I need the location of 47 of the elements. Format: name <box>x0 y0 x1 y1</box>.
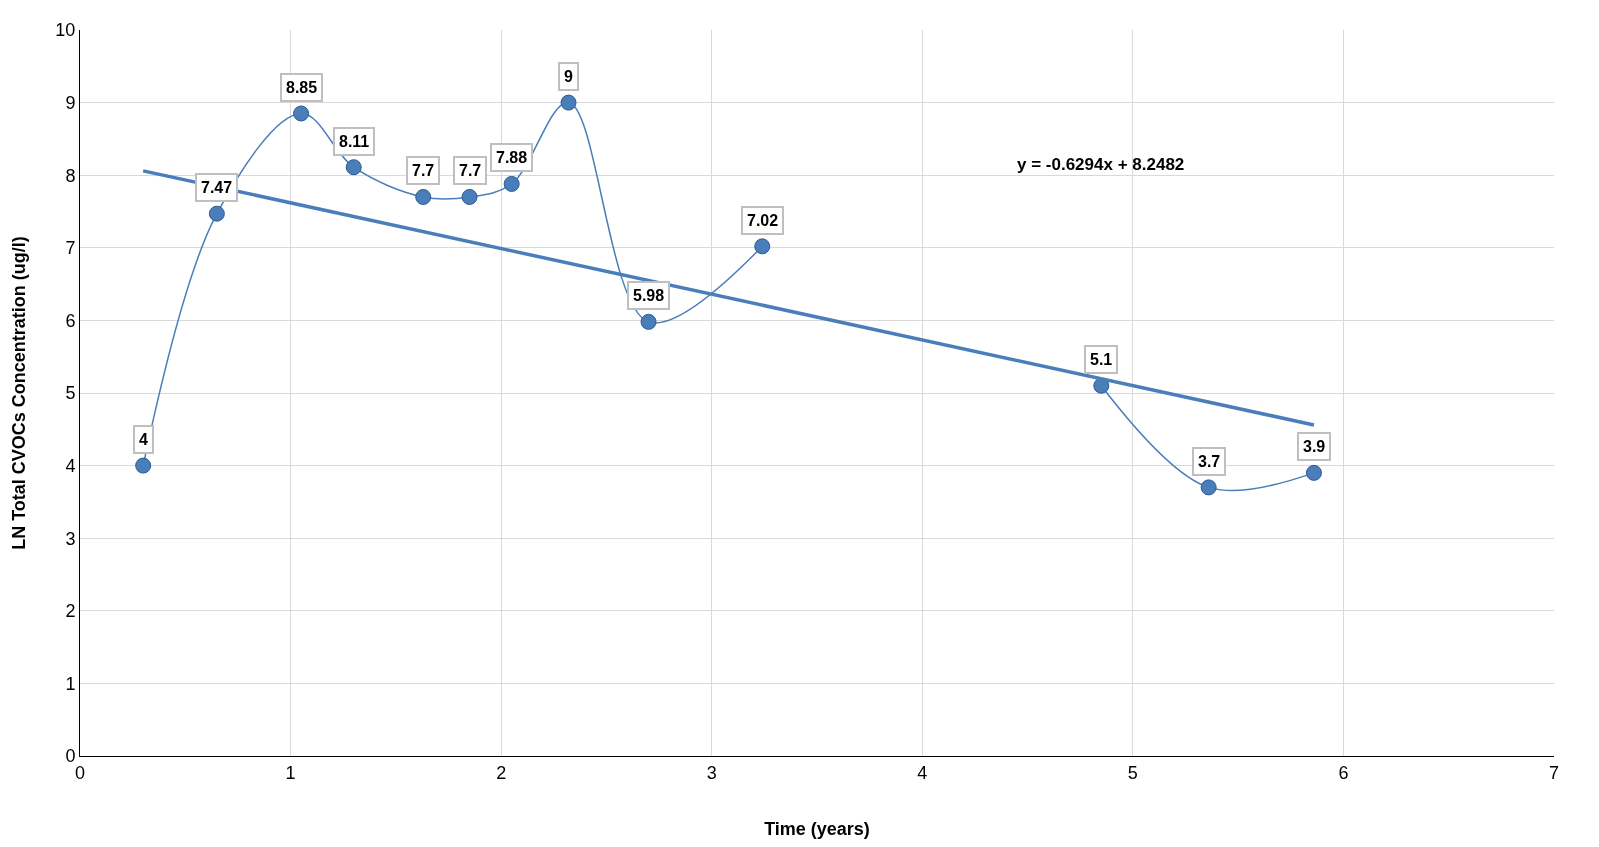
y-tick-label: 4 <box>65 455 76 476</box>
x-tick-label: 1 <box>285 762 296 783</box>
y-tick-label: 5 <box>65 383 76 404</box>
x-axis-title: Time (years) <box>764 818 870 839</box>
x-tick-label: 4 <box>917 762 928 783</box>
data-label: 3.9 <box>1303 438 1326 455</box>
point <box>503 175 520 192</box>
data-label: 7.47 <box>201 179 233 196</box>
data-label: 8.11 <box>339 133 370 150</box>
data-label: 7.7 <box>412 162 435 179</box>
data-label: 9 <box>564 68 573 85</box>
y-tick-label: 3 <box>65 528 76 549</box>
annotation: y = -0.6294x + 8.2482 <box>1017 155 1185 174</box>
x-tick-label: 7 <box>1548 762 1560 783</box>
data-label: 7.7 <box>459 162 482 179</box>
point <box>1093 377 1110 394</box>
data-label: 3.7 <box>1198 453 1221 470</box>
y-tick-label: 6 <box>65 310 76 331</box>
y-tick-label: 2 <box>65 601 76 622</box>
data-label: 8.85 <box>286 79 318 96</box>
point <box>1200 479 1217 496</box>
point <box>560 94 577 111</box>
y-tick-label: 8 <box>65 165 76 186</box>
data-label: 5.1 <box>1090 351 1113 368</box>
y-axis-title: LN Total CVOCs Concentration (ug/l) <box>8 236 29 550</box>
data-label: 7.88 <box>496 149 528 166</box>
point <box>208 205 225 222</box>
point <box>461 188 478 205</box>
y-tick-label: 7 <box>65 238 76 259</box>
y-tick-label: 9 <box>65 92 76 113</box>
data-label: 4 <box>139 431 148 448</box>
point <box>135 457 152 474</box>
point <box>640 313 657 330</box>
y-tick-label: 1 <box>65 673 76 694</box>
point <box>415 188 432 205</box>
data-label: 7.02 <box>747 212 779 229</box>
point <box>754 238 771 255</box>
data-label: 5.98 <box>633 287 665 304</box>
x-tick-label: 3 <box>706 762 717 783</box>
y-tick-label: 0 <box>65 746 76 767</box>
x-tick-label: 2 <box>496 762 507 783</box>
x-tick-label: 5 <box>1127 762 1138 783</box>
y-tick-label: 10 <box>55 20 76 41</box>
x-tick-label: 6 <box>1338 762 1349 783</box>
point <box>293 105 310 122</box>
point <box>1305 464 1322 481</box>
point <box>345 159 362 176</box>
